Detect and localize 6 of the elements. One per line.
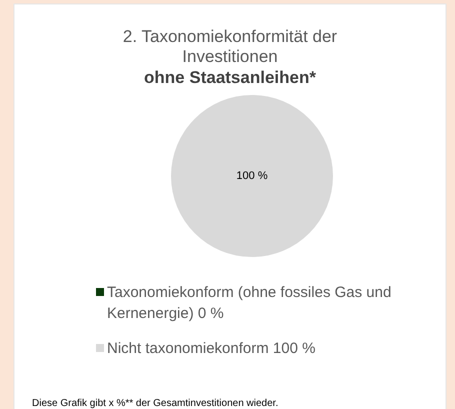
chart-title: 2. Taxonomiekonformität der Investitionen <box>122 27 338 66</box>
data-label: 100 % <box>236 170 268 182</box>
text: Diese Grafik gibt x %** der Gesamtinvestitionen wieder. <box>32 398 278 409</box>
chart-subtitle: ohne Staatsanleihen* <box>144 68 316 87</box>
legend-label: Taxonomiekonform (ohne fossiles Gas und Kernenergie) 0 % <box>107 284 392 322</box>
legend-label: Nicht taxonomiekonform 100 % <box>107 340 316 357</box>
